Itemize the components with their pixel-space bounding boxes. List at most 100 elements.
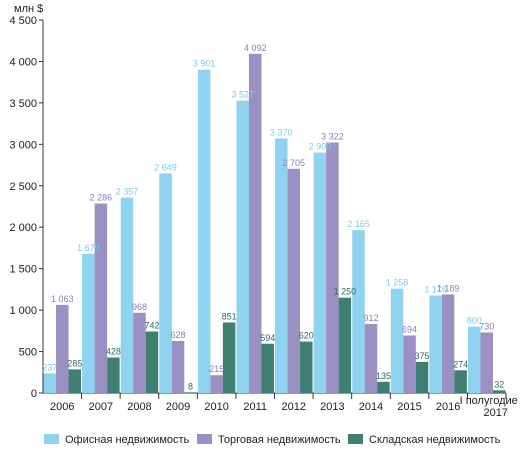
data-label: 3 322 [321,132,344,142]
bar [68,369,82,393]
bar [492,390,506,393]
legend-label: Офисная недвижимость [65,434,190,446]
y-tick-label: 1 500 [9,264,37,276]
data-label: 3 370 [270,128,293,138]
bar [338,297,352,393]
axes: 0 500 1 000 1 500 2 000 2 500 3 000 3 500 4 000 4… [9,15,517,419]
legend: Офисная недвижимость Торговая недвижимост… [44,434,501,446]
bar [145,331,159,393]
legend-swatch [197,434,212,444]
y-tick-label: 500 [19,347,37,359]
bar [94,203,108,393]
data-label: 1 258 [386,278,409,288]
data-label: 2 649 [154,162,177,172]
x-tick-label: 2015 [397,401,421,413]
data-label: 285 [67,358,82,368]
data-label: 730 [479,321,494,331]
bar [480,332,493,393]
bar [415,361,429,393]
data-label: 851 [222,311,237,321]
bar [184,392,197,393]
legend-swatch [44,434,59,444]
x-tick-label: 2014 [359,401,383,413]
data-label: 628 [171,330,186,340]
data-label: 1 679 [77,243,100,253]
data-label: 8 [188,381,193,391]
y-axis-unit-label: млн $ [14,3,43,15]
x-tick-label: 2012 [282,401,306,413]
bar [120,197,134,393]
data-label: 32 [494,379,504,389]
data-label: 215 [209,364,224,374]
data-label: 135 [376,371,391,381]
bar [171,340,185,393]
y-tick-label: 3 500 [9,98,37,110]
bar [43,373,57,393]
bar [364,324,378,393]
bar [222,322,236,393]
bar [236,100,249,394]
bar [403,335,416,393]
bar [300,341,313,393]
bar [287,168,301,393]
bar [210,375,223,393]
bar [159,173,172,393]
bar [82,253,95,393]
x-tick-label: I полугодие 2017 [460,395,518,419]
data-label: 800 [467,316,482,326]
x-tick-label: 2007 [89,401,113,413]
data-label: 2 705 [283,158,306,168]
y-tick-label: 0 [31,388,37,400]
data-label: 237 [42,362,57,372]
x-tick-label: 2006 [50,401,74,413]
data-label: 1 176 [424,285,447,295]
bar [454,370,467,393]
x-tick-label: 2011 [243,401,267,413]
bar [429,295,442,393]
bar [261,343,274,393]
y-tick-label: 3 000 [9,139,37,151]
legend-swatch [348,434,363,444]
data-label: 2 900 [309,142,332,152]
bar [352,230,365,393]
data-label: 274 [453,359,468,369]
bar [133,312,146,393]
bar [56,304,69,393]
data-label: 4 092 [244,43,267,53]
data-label: 912 [363,313,378,323]
bar [197,69,211,393]
data-label: 2 286 [90,193,113,203]
legend-label: Торговая недвижимость [218,434,341,446]
y-tick-label: 2 500 [9,181,37,193]
y-tick-label: 4 000 [9,56,37,68]
data-label: 1 189 [437,283,460,293]
data-label: 3 901 [193,59,216,69]
y-tick-label: 4 500 [9,15,37,27]
data-label: 594 [260,333,275,343]
data-label: 1 063 [51,294,74,304]
data-label: 694 [402,324,417,334]
data-label: 1 250 [334,287,357,297]
bar [248,53,262,394]
data-label: 2 165 [347,219,370,229]
bar [467,326,481,393]
bar [313,152,327,393]
data-label: 375 [415,351,430,361]
x-tick-label: 2010 [204,401,228,413]
bar [441,294,455,393]
y-tick-label: 2 000 [9,222,37,234]
bar [275,138,288,393]
data-label: 968 [132,302,147,312]
data-label: 3 527 [231,90,254,100]
bars [43,53,506,394]
y-tick-label: 1 000 [9,305,37,317]
legend-label: Складская недвижимость [369,434,501,446]
bar [326,142,339,393]
x-tick-label: 2016 [436,401,460,413]
x-tick-label: 2009 [166,401,190,413]
data-label: 2 357 [116,187,139,197]
data-label: 428 [106,347,121,357]
